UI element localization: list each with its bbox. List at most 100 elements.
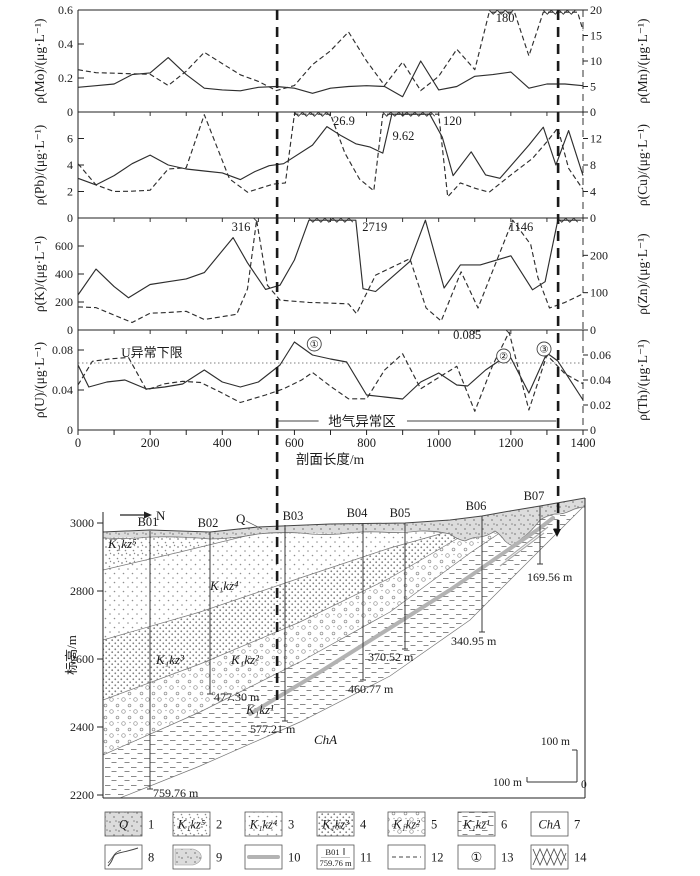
anomaly-number-icon: ① xyxy=(471,850,483,865)
legend-item-number: 1 xyxy=(148,818,154,832)
stratum-k1kz2 xyxy=(103,508,538,755)
right-tick-label: 0 xyxy=(590,423,596,437)
right-tick-label: 12 xyxy=(590,132,602,146)
left-tick-label: 2 xyxy=(67,185,73,199)
left-axis-title: ρ(K)/(μg·L⁻¹) xyxy=(32,236,47,312)
x-axis-tick-label: 0 xyxy=(75,436,81,450)
anomaly-number-circle xyxy=(536,341,552,357)
legend-item-number: 3 xyxy=(288,818,294,832)
panel-2: 0 2 4 6 0 4 8 12 ρ(Pb)/(μg·L⁻¹) ρ(Cu)/(μg·L⁻¹) 26.… xyxy=(32,111,650,225)
clipped-peak-zigzag xyxy=(382,111,436,117)
left-tick-label: 4 xyxy=(67,158,73,172)
north-label: N xyxy=(156,508,166,523)
borehole-name-label: B04 xyxy=(347,506,369,520)
elevation-tick-label: 2800 xyxy=(70,584,94,598)
right-tick-label: 20 xyxy=(590,3,602,17)
peak-value-annotation: 316 xyxy=(232,220,251,234)
left-tick-label: 0.6 xyxy=(58,3,73,17)
x-axis-tick-label: 600 xyxy=(285,436,304,450)
legend-item-number: 10 xyxy=(288,851,301,865)
stratum-label: K₁kz² xyxy=(230,652,260,667)
legend-borehole-name: B01 xyxy=(325,847,339,857)
stratum-label: K₁kz⁵ xyxy=(107,536,137,551)
peak-value-annotation: 180 xyxy=(496,11,515,25)
legend-item-number: 13 xyxy=(501,851,514,865)
left-tick-label: 200 xyxy=(55,295,73,309)
x-axis-tick-label: 1200 xyxy=(498,436,523,450)
left-tick-label: 400 xyxy=(55,267,73,281)
x-axis-tick-label: 1400 xyxy=(571,436,596,450)
wavy-line-icon xyxy=(107,849,122,864)
right-tick-label: 4 xyxy=(590,185,596,199)
legend: Q 1 K₁kz⁵ 2 K₁kz⁴ 3 K₁kz³ 4 K₁kz² 5 K₁kz¹ 6 ChA 7 8 9 10… xyxy=(104,811,587,870)
borehole-name-label: B03 xyxy=(283,509,304,523)
legend-swatch-Q xyxy=(104,811,143,837)
right-tick-label: 0.02 xyxy=(590,398,611,412)
clipped-peak-zigzag xyxy=(294,111,331,117)
right-tick-label: 0 xyxy=(590,105,596,119)
left-tick-label: 0 xyxy=(67,423,73,437)
anomaly-number-circle xyxy=(496,348,512,364)
ore-body-splay xyxy=(499,532,545,567)
legend-symbol-oreline xyxy=(244,844,283,870)
legend-symbol-wavy xyxy=(104,844,143,870)
legend-symbol-box xyxy=(316,844,355,870)
borehole-depth-label: 169.56 m xyxy=(527,570,573,584)
peak-value-annotation: 1146 xyxy=(509,220,534,234)
quaternary-label: Q xyxy=(236,511,246,526)
panel-4: 0 0.04 0.08 0 0.02 0.04 0.06 ρ(U)/(μg·L⁻¹) ρ(Th)… xyxy=(32,328,650,437)
projection-triangle-marker xyxy=(553,529,561,537)
right-tick-label: 200 xyxy=(590,248,608,262)
borehole-depth-label: 460.77 m xyxy=(348,682,394,696)
borehole-depth-label: 370.52 m xyxy=(368,650,414,664)
left-tick-label: 0.4 xyxy=(58,37,73,51)
borehole-name-label: B05 xyxy=(390,506,411,520)
stratum-boundary-line xyxy=(119,504,585,798)
gray-zone-icon xyxy=(174,848,202,866)
stratum-boundary-line xyxy=(103,532,259,571)
legend-symbol-box xyxy=(530,844,569,870)
series-K-solid xyxy=(77,219,582,299)
legend-swatch-label: K₁kz⁵ xyxy=(177,818,206,832)
right-tick-label: 10 xyxy=(590,54,602,68)
left-axis-title: ρ(Pb)/(μg·L⁻¹) xyxy=(32,125,47,206)
peak-value-annotation: 120 xyxy=(443,114,462,128)
geological-cross-section: B01 759.76 m B02 477.30 m B03 577.21 m B04 460.… xyxy=(64,489,587,802)
x-axis-tick-label: 400 xyxy=(213,436,232,450)
legend-swatch-label: K₁kz⁴ xyxy=(249,818,278,832)
right-tick-label: 5 xyxy=(590,80,596,94)
legend-item-number: 4 xyxy=(360,818,367,832)
borehole-depth-label: 340.95 m xyxy=(451,634,497,648)
profile-charts: 0 200 400 600 800 1000 1200 1400剖面长度/m00.20.40.… xyxy=(32,3,650,467)
hatch-icon xyxy=(532,847,567,867)
right-axis-title: ρ(Th)/(μg·L⁻¹) xyxy=(635,339,650,420)
elevation-tick-label: 2600 xyxy=(70,652,94,666)
peak-value-annotation: 9.62 xyxy=(393,129,415,143)
legend-item-number: 14 xyxy=(574,851,587,865)
series-Zn-dashed xyxy=(77,219,584,324)
x-axis-tick-label: 200 xyxy=(141,436,160,450)
borehole-name-label: B02 xyxy=(198,516,219,530)
legend-symbol-dashline xyxy=(387,844,426,870)
geogas-anomaly-zone-label: 地气异常区 xyxy=(328,414,396,429)
x-axis-title: 剖面长度/m xyxy=(296,452,365,467)
left-tick-label: 0.08 xyxy=(52,343,73,357)
anomaly-number-label: ① xyxy=(310,340,319,351)
series-Pb-solid xyxy=(77,113,584,186)
u-anomaly-limit-label: U异常下限 xyxy=(121,345,182,360)
right-tick-label: 0.04 xyxy=(590,373,611,387)
legend-swatch-label: K₁kz² xyxy=(392,818,420,832)
wavy-line-icon xyxy=(107,847,139,867)
legend-symbol-hatch xyxy=(530,844,569,870)
stratum-label: K₁kz³ xyxy=(155,652,185,667)
series-Cu-dashed xyxy=(77,113,584,198)
legend-swatch-ChA xyxy=(530,811,569,837)
legend-swatch-label: K₁kz¹ xyxy=(462,818,490,832)
anomaly-number-circle xyxy=(306,336,322,352)
x-axis-tick-label: 1000 xyxy=(426,436,451,450)
legend-swatch-label: K₁kz³ xyxy=(321,818,349,832)
legend-item-number: 7 xyxy=(574,818,580,832)
stratum-label: K₁kz¹ xyxy=(245,702,274,717)
